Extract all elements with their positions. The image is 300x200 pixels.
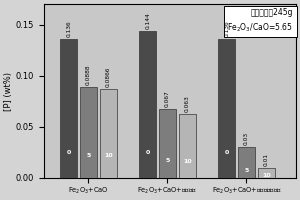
Text: 0.063: 0.063	[185, 95, 190, 112]
Bar	[238, 147, 255, 178]
Text: 5: 5	[86, 153, 91, 158]
Bar	[159, 109, 176, 178]
Text: 5: 5	[244, 168, 249, 173]
Bar	[139, 31, 156, 178]
Y-axis label: [P] (wt%): [P] (wt%)	[4, 72, 13, 111]
Text: 0.01: 0.01	[264, 153, 269, 166]
Text: 5: 5	[165, 158, 170, 163]
Text: 0.144: 0.144	[145, 12, 150, 29]
Text: 0.0866: 0.0866	[106, 67, 111, 87]
Bar	[80, 87, 97, 178]
Text: 0.136: 0.136	[224, 20, 229, 37]
Text: 10: 10	[104, 153, 112, 158]
Text: 0.136: 0.136	[66, 20, 71, 37]
Text: 生铁质量：245g
Fe$_2$O$_3$/CaO=5.65: 生铁质量：245g Fe$_2$O$_3$/CaO=5.65	[227, 8, 293, 34]
Text: 0: 0	[225, 150, 229, 155]
Bar	[178, 114, 196, 178]
Text: 10: 10	[262, 173, 271, 178]
Text: 0.067: 0.067	[165, 91, 170, 107]
Bar	[100, 89, 117, 178]
Bar	[257, 168, 275, 178]
Bar	[218, 39, 236, 178]
Bar	[60, 39, 77, 178]
Text: 0.0888: 0.0888	[86, 65, 91, 85]
Text: 0: 0	[146, 150, 150, 155]
Text: 0.03: 0.03	[244, 132, 249, 145]
Text: 10: 10	[183, 159, 191, 164]
Text: 0: 0	[67, 150, 71, 155]
